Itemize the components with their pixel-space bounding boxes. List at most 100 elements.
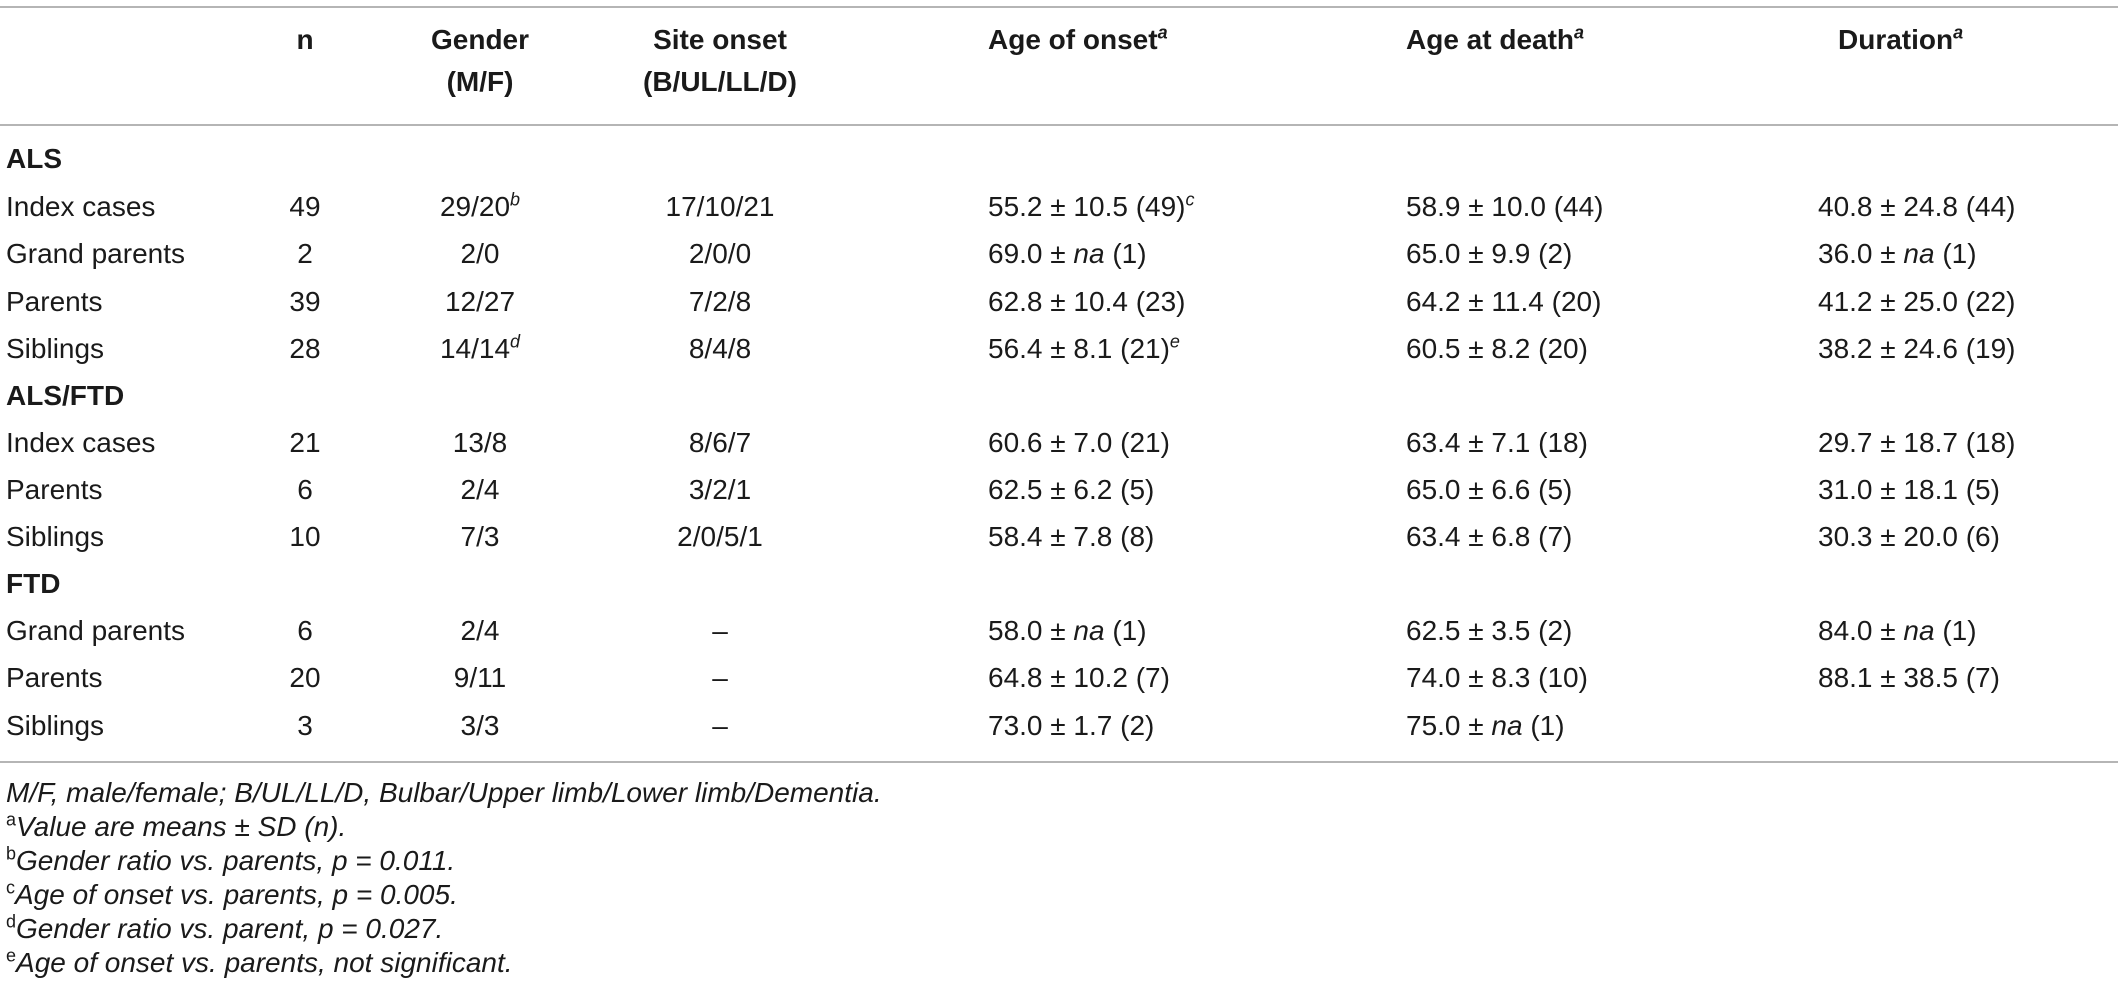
cell-death-na: na: [1491, 710, 1523, 741]
cell-onset-value: 56.4 ± 8.1 (21): [988, 333, 1170, 364]
col-header-age-onset-sup: a: [1157, 22, 1168, 43]
cell-n: 39: [289, 286, 321, 317]
row-label: Parents: [6, 662, 103, 693]
cell-onset: 64.8 ± 10.2 (7): [988, 662, 1170, 693]
footnote-a-mark: a: [6, 809, 17, 830]
footnote-abbreviations: M/F, male/female; B/UL/LL/D, Bulbar/Uppe…: [6, 777, 882, 808]
cell-site: 8/6/7: [688, 427, 752, 458]
cell-duration-n: (1): [1934, 238, 1977, 269]
footnote-mark-e: e: [1169, 331, 1180, 352]
header-rule: [0, 124, 2118, 126]
cell-gender: 13/8: [452, 427, 508, 458]
cell-death: 65.0 ± 9.9 (2): [1406, 238, 1573, 269]
footnote-b-mark: b: [6, 843, 17, 864]
col-header-duration: Durationa: [1838, 22, 1963, 58]
cell-site: 7/2/8: [688, 286, 752, 317]
footnote-c-text: Age of onset vs. parents, p = 0.005.: [15, 879, 458, 910]
cell-site: 8/4/8: [688, 333, 752, 364]
section-title-ftd: FTD: [6, 568, 61, 599]
cell-duration-mean: 36.0 ±: [1818, 238, 1904, 269]
cell-n: 49: [289, 191, 321, 222]
col-header-gender-line2: (M/F): [446, 66, 514, 97]
cell-onset: 56.4 ± 8.1 (21)e: [988, 331, 1180, 367]
cell-onset: 69.0 ± na (1): [988, 236, 1147, 272]
col-header-age-death-label: Age at death: [1406, 24, 1575, 55]
cell-duration: 30.3 ± 20.0 (6): [1818, 521, 2000, 552]
cell-onset-value: 55.2 ± 10.5 (49): [988, 191, 1186, 222]
cell-site: –: [712, 615, 728, 646]
cell-duration-na: na: [1903, 615, 1935, 646]
cell-gender: 14/14d: [400, 331, 560, 367]
cell-onset: 58.0 ± na (1): [988, 613, 1147, 649]
col-header-age-onset-label: Age of onset: [988, 24, 1158, 55]
footnote-b-text: Gender ratio vs. parents, p = 0.011.: [16, 845, 456, 876]
footnote-d-text: Gender ratio vs. parent, p = 0.027.: [16, 913, 444, 944]
footnote-d: dGender ratio vs. parent, p = 0.027.: [6, 912, 443, 946]
cell-duration: 41.2 ± 25.0 (22): [1818, 286, 2016, 317]
cell-site: –: [712, 710, 728, 741]
cell-n: 6: [297, 615, 313, 646]
cell-death: 74.0 ± 8.3 (10): [1406, 662, 1588, 693]
footnote-e-mark: e: [6, 945, 17, 966]
col-header-site-line2: (B/UL/LL/D): [643, 66, 797, 97]
cell-onset: 60.6 ± 7.0 (21): [988, 427, 1170, 458]
cell-n: 2: [297, 238, 313, 269]
col-header-duration-sup: a: [1953, 22, 1964, 43]
cell-site: 3/2/1: [688, 474, 752, 505]
cell-gender: 29/20b: [400, 189, 560, 225]
cell-n: 20: [289, 662, 321, 693]
row-label: Parents: [6, 474, 103, 505]
cell-onset-n: (1): [1104, 615, 1147, 646]
col-header-site-line1: Site onset: [653, 24, 787, 55]
footnote-e-text: Age of onset vs. parents, not significan…: [16, 947, 513, 978]
cell-death: 75.0 ± na (1): [1406, 708, 1565, 744]
bottom-rule: [0, 761, 2118, 763]
col-header-duration-label: Duration: [1838, 24, 1954, 55]
col-header-n: n: [296, 24, 314, 55]
cell-onset: 58.4 ± 7.8 (8): [988, 521, 1155, 552]
cell-death: 64.2 ± 11.4 (20): [1406, 286, 1602, 317]
cell-n: 10: [289, 521, 321, 552]
row-label: Siblings: [6, 521, 105, 552]
cell-duration: 31.0 ± 18.1 (5): [1818, 474, 2000, 505]
cell-site: –: [712, 662, 728, 693]
footnote-a-text: Value are means ± SD (n).: [16, 811, 347, 842]
footnote-e: eAge of onset vs. parents, not significa…: [6, 946, 513, 980]
col-header-gender-line1: Gender: [430, 24, 530, 55]
cell-duration: 84.0 ± na (1): [1818, 613, 1977, 649]
cell-site: 2/0/5/1: [677, 521, 763, 552]
cell-onset-mean: 58.0 ±: [988, 615, 1074, 646]
cell-death: 62.5 ± 3.5 (2): [1406, 615, 1573, 646]
footnote-mark-b: b: [510, 189, 521, 210]
cell-onset: 55.2 ± 10.5 (49)c: [988, 189, 1195, 225]
cell-gender: 7/3: [460, 521, 500, 552]
row-label: Index cases: [6, 427, 156, 458]
cell-duration: 36.0 ± na (1): [1818, 236, 1977, 272]
col-header-site: Site onset (B/UL/LL/D): [615, 22, 825, 100]
cell-n: 28: [289, 333, 321, 364]
cell-onset-mean: 69.0 ±: [988, 238, 1074, 269]
cell-n: 6: [297, 474, 313, 505]
row-label: Index cases: [6, 191, 156, 222]
footnote-mark-d: d: [510, 331, 521, 352]
cell-death-mean: 75.0 ±: [1406, 710, 1492, 741]
footnote-b: bGender ratio vs. parents, p = 0.011.: [6, 844, 455, 878]
cell-onset: 73.0 ± 1.7 (2): [988, 710, 1155, 741]
cell-duration-mean: 84.0 ±: [1818, 615, 1904, 646]
footnote-c: cAge of onset vs. parents, p = 0.005.: [6, 878, 458, 912]
cell-duration-n: (1): [1934, 615, 1977, 646]
col-header-age-onset: Age of onseta: [988, 22, 1168, 58]
cell-duration: 29.7 ± 18.7 (18): [1818, 427, 2016, 458]
cell-death: 65.0 ± 6.6 (5): [1406, 474, 1573, 505]
cell-site: 17/10/21: [665, 191, 775, 222]
section-title-als-ftd: ALS/FTD: [6, 380, 125, 411]
footnote-d-mark: d: [6, 911, 17, 932]
footnote-mark-c: c: [1185, 189, 1195, 210]
row-label: Siblings: [6, 333, 105, 364]
row-label: Siblings: [6, 710, 105, 741]
footnote-c-mark: c: [6, 877, 15, 898]
cell-gender: 2/4: [460, 474, 500, 505]
cell-death: 58.9 ± 10.0 (44): [1406, 191, 1604, 222]
row-label: Parents: [6, 286, 103, 317]
col-header-age-death-sup: a: [1574, 22, 1585, 43]
